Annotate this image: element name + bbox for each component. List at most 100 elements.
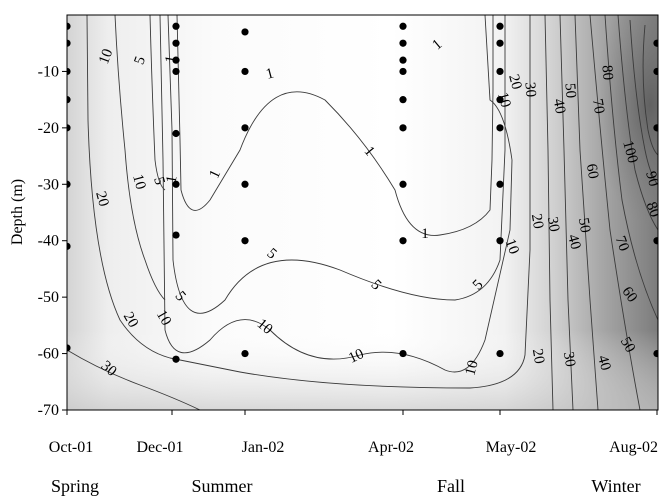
sample-point: [241, 237, 249, 245]
sample-point: [496, 67, 504, 76]
y-tick-label: -10: [38, 63, 59, 80]
y-tick-label: -30: [38, 176, 59, 193]
contour-label: 70: [612, 234, 632, 254]
contour-line: [589, 15, 641, 410]
contour-label: 10: [494, 91, 513, 110]
y-tick-label: -70: [38, 402, 59, 419]
contour-label: 100: [619, 139, 640, 165]
contour-label: 40: [564, 233, 583, 252]
contour-label: 40: [550, 98, 568, 116]
contour-label: 40: [594, 354, 613, 373]
sample-point: [172, 231, 180, 239]
contour-line: [629, 19, 658, 186]
contour-line: [167, 15, 506, 314]
contour-label: 10: [502, 237, 522, 257]
contour-label: 50: [561, 82, 578, 98]
contour-line: [67, 349, 201, 410]
x-tick-label: Oct-01: [49, 439, 93, 456]
x-axis: Oct-01 Dec-01 Jan-02 Apr-02 May-02 Aug-02: [49, 410, 658, 456]
x-tick-label: May-02: [486, 439, 537, 456]
contour-label: 20: [505, 73, 524, 92]
sample-point: [399, 67, 407, 76]
sample-point: [399, 56, 407, 64]
season-label: Summer: [192, 476, 253, 496]
x-tick-label: Jan-02: [242, 439, 285, 456]
sample-point: [241, 180, 249, 188]
contour-lines: [67, 15, 658, 410]
contour-line: [86, 15, 531, 389]
contour-line: [559, 15, 574, 410]
sample-point: [67, 22, 71, 30]
contour-label: 1: [164, 174, 181, 184]
sample-point: [241, 349, 249, 358]
contour-label: 1: [163, 54, 180, 64]
sample-point: [172, 22, 180, 30]
contour-label: 20: [120, 310, 141, 331]
contour-line: [159, 15, 513, 373]
sample-point: [496, 124, 504, 132]
contour-label: 30: [560, 351, 578, 369]
season-label: Winter: [591, 476, 640, 496]
sample-point: [496, 349, 504, 358]
plot-dark-core: [595, 15, 658, 225]
sample-point: [67, 180, 71, 188]
contour-label: 80: [643, 200, 662, 220]
contour-label: 20: [529, 348, 547, 366]
sample-point: [653, 67, 658, 76]
contour-line: [642, 24, 658, 156]
contour-line: [617, 15, 658, 231]
sample-point: [67, 96, 71, 104]
contour-label: 10: [346, 346, 366, 367]
y-axis: -10 -20 -30 -40 -50 -60 -70: [38, 63, 67, 419]
contour-line: [114, 15, 166, 301]
y-tick-label: -60: [38, 346, 59, 363]
season-labels: Spring Summer Fall Winter: [51, 476, 641, 496]
sample-point: [399, 349, 407, 358]
contour-line: [574, 15, 599, 410]
sample-point: [496, 180, 504, 188]
sample-point: [172, 180, 180, 188]
sample-point: [653, 349, 658, 358]
sample-point: [496, 237, 504, 245]
y-tick-label: -20: [38, 120, 59, 137]
sample-point: [399, 124, 407, 132]
sample-point: [67, 124, 71, 132]
contour-label: 1: [421, 226, 429, 242]
sample-point: [172, 129, 180, 138]
y-axis-title: Depth (m): [9, 179, 26, 245]
season-label: Fall: [437, 476, 465, 496]
x-tick-label: Dec-01: [136, 439, 183, 456]
sample-point: [653, 39, 658, 47]
sample-point: [172, 355, 180, 363]
sample-point: [67, 344, 71, 352]
contour-label: 80: [598, 64, 615, 80]
sample-point: [241, 67, 249, 76]
sample-point: [399, 96, 407, 104]
sample-point: [496, 22, 504, 30]
contour-line: [604, 15, 658, 321]
contour-label: 10: [153, 308, 174, 329]
contour-label: 10: [96, 47, 116, 67]
contour-label: 20: [92, 190, 111, 209]
contour-label: 10: [462, 359, 481, 378]
sample-point: [172, 39, 180, 47]
sample-point: [399, 39, 407, 47]
contour-label: 5: [150, 175, 167, 186]
contour-line: [149, 15, 166, 191]
y-tick-label: -50: [38, 289, 59, 306]
contour-label: 30: [544, 216, 562, 234]
contour-label: 70: [589, 98, 607, 116]
contour-label: 90: [642, 170, 661, 189]
contour-line: [544, 15, 554, 410]
sample-point: [653, 237, 658, 245]
contour-label: 50: [575, 217, 593, 235]
sample-point: [496, 96, 504, 104]
sample-point: [241, 124, 249, 132]
contour-line: [176, 15, 494, 236]
sample-point: [399, 22, 407, 30]
sample-points: [67, 22, 658, 363]
sample-point: [67, 67, 71, 76]
sample-point: [399, 237, 407, 245]
